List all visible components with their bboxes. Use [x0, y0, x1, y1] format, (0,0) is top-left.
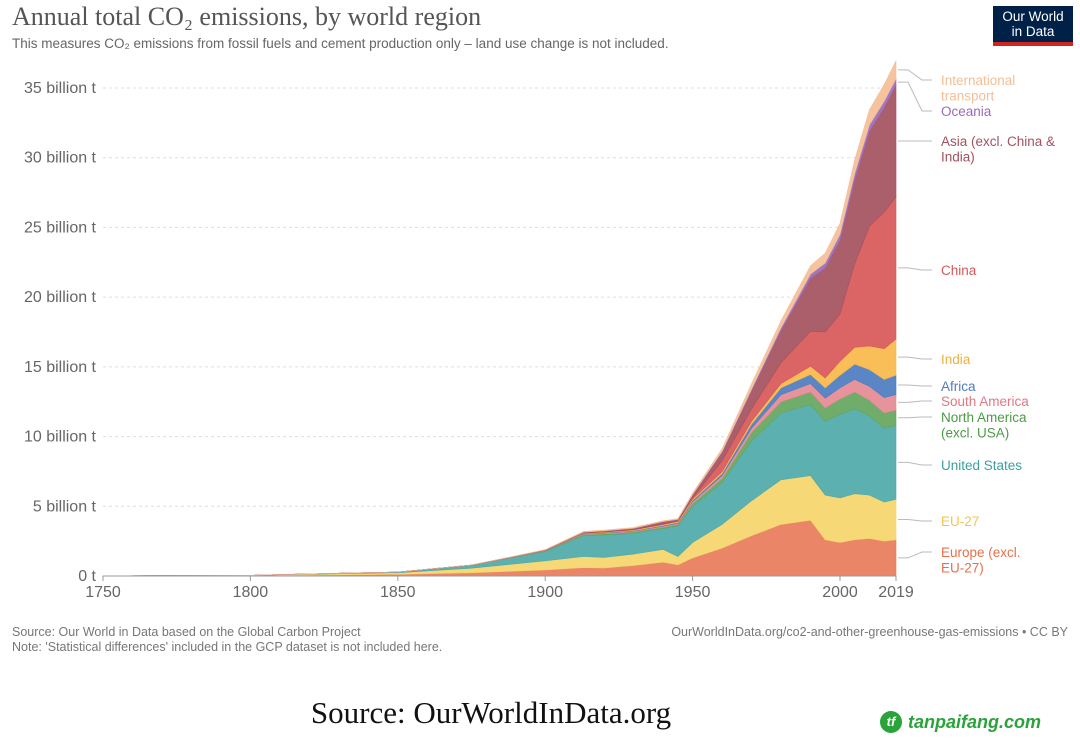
legend-label: transport — [941, 89, 995, 104]
y-tick-label: 30 billion t — [24, 150, 97, 167]
chart-title: Annual total CO₂ emissions, by world reg… — [12, 2, 482, 31]
leaf-logo-icon: tf — [880, 711, 902, 733]
legend-label: Africa — [941, 379, 976, 394]
image-caption: Source: OurWorldInData.org — [310, 695, 672, 730]
x-tick-label: 2000 — [822, 584, 858, 601]
watermark-text: tanpaifang.com — [908, 711, 1042, 732]
legend-connector — [898, 384, 932, 387]
legend-label: EU-27) — [941, 561, 984, 576]
y-tick-label: 15 billion t — [24, 359, 97, 376]
stacked-area-chart: 0 t 5 billion t 10 billion t 15 billion t 20… — [24, 60, 1055, 601]
legend-connector — [898, 461, 932, 466]
area-international-transport — [102, 60, 897, 577]
owid-logo[interactable]: Our World in Data — [993, 6, 1073, 46]
legend-connector — [898, 69, 932, 81]
legend-label: South America — [941, 394, 1029, 409]
chart-subtitle: This measures CO₂ emissions from fossil … — [12, 36, 669, 51]
legend-label: China — [941, 263, 977, 278]
x-tick-label: 1850 — [380, 584, 416, 601]
legend-connector — [898, 267, 932, 271]
source-text: Source: Our World in Data based on the G… — [12, 625, 361, 639]
source-url-link[interactable]: OurWorldInData.org/co2-and-other-greenho… — [671, 625, 1068, 639]
y-tick-label: 35 billion t — [24, 80, 97, 97]
legend-connector — [898, 356, 932, 360]
legend-label: (excl. USA) — [941, 426, 1009, 441]
legend-connector — [898, 519, 932, 522]
legend-label: EU-27 — [941, 514, 979, 529]
legend-label: India — [941, 352, 971, 367]
legend-label: Oceania — [941, 104, 992, 119]
legend-connector — [898, 400, 932, 403]
legend-label: North America — [941, 410, 1027, 425]
x-tick-label: 1950 — [675, 584, 711, 601]
y-tick-label: 10 billion t — [24, 429, 97, 446]
legend-label: Asia (excl. China & — [941, 134, 1055, 149]
owid-logo-line2: in Data — [1011, 24, 1055, 39]
y-tick-label: 25 billion t — [24, 219, 97, 236]
owid-logo-line1: Our World — [1002, 9, 1064, 24]
area-layer — [102, 60, 897, 577]
note-text: Note: 'Statistical differences' included… — [12, 640, 443, 654]
watermark: tf tanpaifang.com — [880, 708, 1041, 736]
x-tick-label: 1900 — [527, 584, 563, 601]
legend-connector — [898, 551, 932, 559]
axis-layer: 0 t 5 billion t 10 billion t 15 billion t 20… — [24, 80, 914, 601]
y-tick-label: 0 t — [78, 568, 96, 585]
legend-connector — [898, 81, 932, 112]
legend-label: United States — [941, 458, 1022, 473]
x-tick-label: 1800 — [233, 584, 269, 601]
legend-label: International — [941, 73, 1015, 88]
x-tick-label: 2019 — [878, 584, 914, 601]
legend-label: India) — [941, 150, 975, 165]
legend-label: Europe (excl. — [941, 545, 1021, 560]
x-tick-label: 1750 — [85, 584, 121, 601]
legend-connector — [898, 416, 932, 419]
y-tick-label: 20 billion t — [24, 289, 97, 306]
y-tick-label: 5 billion t — [33, 498, 97, 515]
